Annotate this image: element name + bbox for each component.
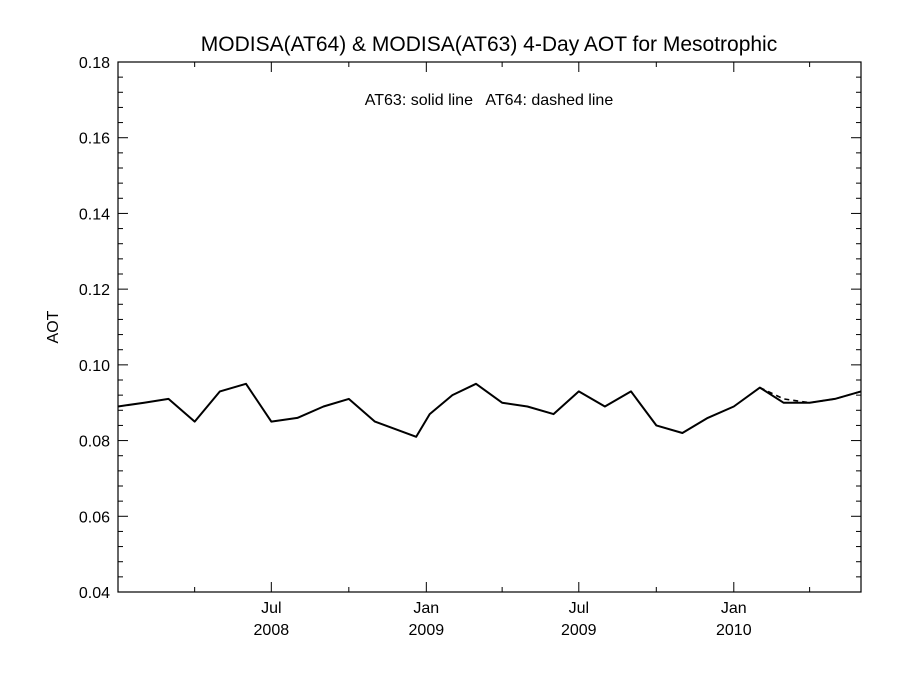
- chart-title: MODISA(AT64) & MODISA(AT63) 4-Day AOT fo…: [201, 33, 777, 56]
- y-tick-label: 0.08: [79, 434, 110, 451]
- x-tick-label-year: 2008: [254, 622, 290, 639]
- y-tick-label: 0.12: [79, 282, 110, 299]
- y-tick-label: 0.16: [79, 131, 110, 148]
- plot-series: [117, 382, 862, 438]
- x-tick-label-month: Jul: [569, 600, 589, 617]
- plot-frame: [117, 61, 862, 593]
- y-tick-label: 0.10: [79, 358, 110, 375]
- series-line-at63: [117, 382, 862, 438]
- y-tick-label: 0.06: [79, 509, 110, 526]
- y-axis-label: AOT: [45, 310, 62, 343]
- x-tick-label-year: 2010: [716, 622, 752, 639]
- x-tick-label-month: Jan: [721, 600, 747, 617]
- x-tick-label-year: 2009: [409, 622, 445, 639]
- x-tick-label-year: 2009: [561, 622, 597, 639]
- x-tick-label-month: Jan: [413, 600, 439, 617]
- y-tick-label: 0.18: [79, 55, 110, 72]
- line-style-note: AT63: solid line AT64: dashed line: [365, 92, 614, 109]
- x-axis: Jul 2008 Jan 2009 Jul 2009 Jan 2010: [194, 62, 811, 639]
- y-tick-label: 0.14: [79, 206, 110, 223]
- y-axis: 0.04 0.06 0.08 0.10 0.12 0.14 0.16 0.18: [79, 55, 861, 602]
- y-tick-label: 0.04: [79, 585, 110, 602]
- x-tick-label-month: Jul: [261, 600, 281, 617]
